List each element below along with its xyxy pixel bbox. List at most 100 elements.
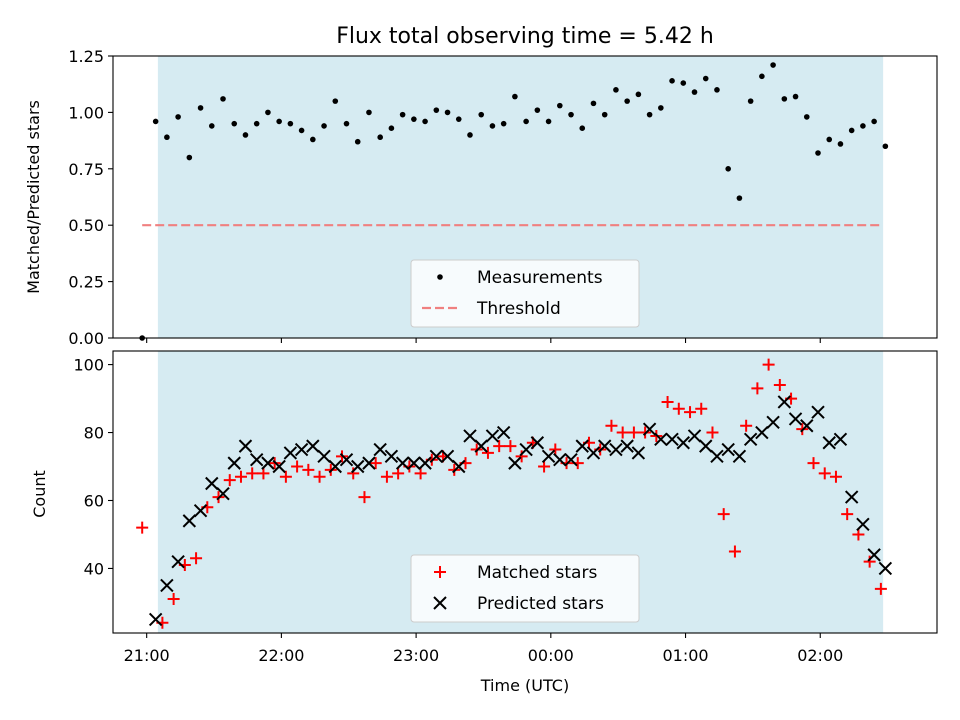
predicted-star-marker xyxy=(800,419,814,433)
predicted-star-marker xyxy=(631,446,646,460)
predicted-star-marker xyxy=(227,456,241,470)
x-tick-label: 22:00 xyxy=(258,646,304,665)
predicted-star-marker xyxy=(609,442,623,457)
predicted-star-marker xyxy=(867,548,881,562)
measurement-point xyxy=(208,123,215,129)
matched-star-marker xyxy=(627,426,640,439)
matched-star-marker xyxy=(369,457,382,470)
count-y-tick-label: 80 xyxy=(84,424,104,443)
measurement-point xyxy=(489,123,496,129)
measurement-point xyxy=(186,154,193,161)
measurement-point xyxy=(399,111,406,118)
measurement-point xyxy=(512,93,518,100)
predicted-star-marker xyxy=(564,453,578,467)
predicted-star-marker xyxy=(710,449,724,464)
predicted-star-marker xyxy=(597,439,612,453)
measurement-point xyxy=(422,118,428,125)
count-panel: 40 60 80 100 21:00 22:00 23:00 00:00 01:00 02:00 M… xyxy=(73,350,938,665)
predicted-star-marker xyxy=(362,456,376,470)
count-y-tick-label: 60 xyxy=(84,491,104,510)
predicted-star-marker xyxy=(777,395,792,409)
measurement-point xyxy=(545,118,552,125)
chart-title: Flux total observing time = 5.42 h xyxy=(336,24,714,49)
measurement-point xyxy=(702,75,709,82)
matched-star-marker xyxy=(380,470,393,483)
predicted-star-marker xyxy=(272,459,286,474)
x-tick-label: 21:00 xyxy=(124,646,170,665)
measurement-point xyxy=(669,78,675,84)
matched-star-marker xyxy=(223,474,236,487)
matched-star-marker xyxy=(841,508,854,521)
measurement-point xyxy=(658,105,664,111)
measurement-point xyxy=(321,123,327,129)
predicted-star-marker xyxy=(171,554,185,569)
measurement-point xyxy=(624,98,630,104)
predicted-star-marker xyxy=(160,578,174,593)
matched-star-marker xyxy=(717,508,730,521)
matched-star-marker xyxy=(313,470,326,483)
predicted-star-marker xyxy=(216,486,230,501)
measurement-point xyxy=(444,109,451,116)
measurement-point xyxy=(579,125,586,131)
predicted-star-marker xyxy=(586,446,601,460)
legend-matched-marker xyxy=(434,566,446,578)
legend-predicted-marker xyxy=(433,596,447,610)
matched-star-marker xyxy=(279,470,292,483)
predicted-star-marker xyxy=(429,449,444,464)
measurement-point xyxy=(613,87,619,93)
x-tick-label: 23:00 xyxy=(393,646,439,665)
predicted-star-marker xyxy=(317,449,331,464)
count-axes-frame xyxy=(112,350,938,634)
count-y-tick-label: 100 xyxy=(73,356,104,375)
measurement-point xyxy=(781,96,788,102)
predicted-star-marker xyxy=(148,612,163,627)
matched-star-marker xyxy=(347,467,360,480)
matched-star-marker xyxy=(234,470,247,483)
x-tick-label: 02:00 xyxy=(797,646,843,665)
measurement-point xyxy=(601,111,608,118)
predicted-star-marker xyxy=(249,453,264,467)
ratio-axes-frame xyxy=(112,55,938,339)
predicted-star-marker xyxy=(788,412,803,426)
predicted-star-marker xyxy=(575,439,589,453)
measurement-point xyxy=(848,127,855,134)
predicted-star-marker xyxy=(294,442,309,457)
predicted-star-marker xyxy=(530,436,545,450)
matched-star-marker xyxy=(493,440,506,453)
count-legend-box xyxy=(410,554,640,623)
measurement-point xyxy=(164,134,170,141)
matched-star-marker xyxy=(863,555,876,568)
measurement-point xyxy=(759,73,765,80)
predicted-star-marker xyxy=(373,442,387,457)
predicted-star-marker xyxy=(407,456,421,470)
measurement-point xyxy=(242,132,249,138)
measurement-point xyxy=(152,118,159,125)
predicted-star-marker xyxy=(182,514,197,528)
predicted-star-marker xyxy=(541,449,556,464)
matched-star-marker xyxy=(167,593,180,606)
matched-star-marker xyxy=(414,467,427,480)
predicted-star-marker xyxy=(238,439,253,453)
predicted-star-marker xyxy=(766,415,780,430)
predicted-star-marker xyxy=(463,429,477,443)
x-axis-label: Time (UTC) xyxy=(480,676,569,695)
measurement-point xyxy=(298,127,305,134)
predicted-star-marker xyxy=(654,432,668,447)
measurement-point xyxy=(354,138,361,145)
predicted-star-marker xyxy=(351,459,365,474)
measurement-point xyxy=(725,166,731,172)
measurement-point xyxy=(691,89,698,95)
matched-star-marker xyxy=(672,402,685,415)
predicted-star-marker xyxy=(485,429,500,443)
ratio-legend-box xyxy=(410,259,640,328)
measurement-point xyxy=(826,136,833,143)
ratio-y-tick-label: 0.00 xyxy=(68,329,104,348)
measurement-point xyxy=(500,120,507,127)
measurement-point xyxy=(287,120,294,127)
measurement-point xyxy=(388,125,395,131)
matched-star-marker xyxy=(392,467,405,480)
legend-label: Matched stars xyxy=(477,563,597,583)
predicted-star-marker xyxy=(261,456,275,470)
matched-star-marker xyxy=(728,545,741,558)
predicted-star-marker xyxy=(474,439,488,453)
